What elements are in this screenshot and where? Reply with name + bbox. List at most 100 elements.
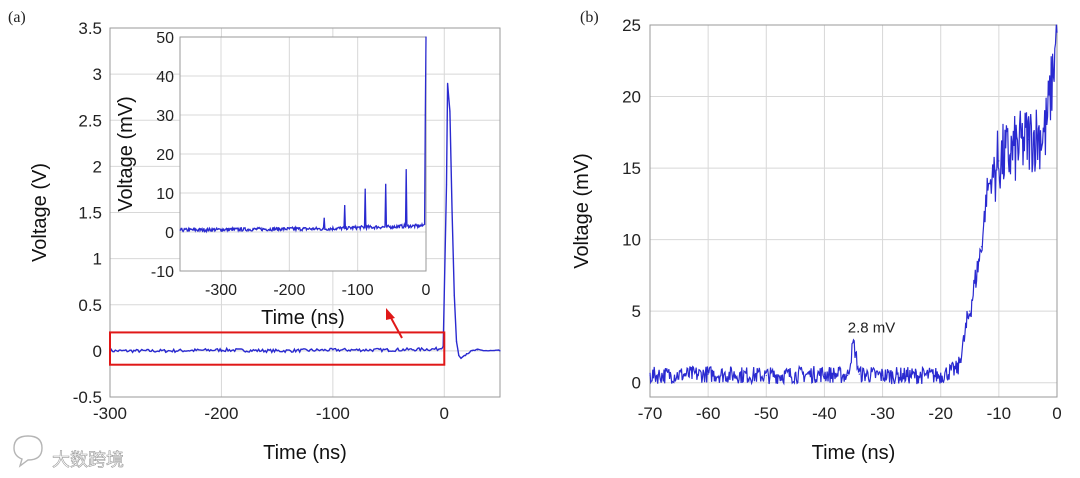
data-point	[343, 227, 345, 229]
y-tick-label: 30	[156, 108, 174, 125]
data-point	[288, 228, 290, 230]
data-point	[998, 160, 1000, 162]
data-point	[957, 367, 959, 369]
y-tick-label: 2.5	[78, 111, 102, 130]
data-point	[438, 348, 440, 350]
data-point	[449, 110, 451, 112]
y-tick-label: 2	[93, 157, 102, 176]
data-point	[344, 227, 346, 229]
x-tick-label: -100	[316, 404, 350, 423]
x-tick-label: -200	[204, 404, 238, 423]
y-tick-label: 0	[632, 374, 641, 393]
data-point	[969, 310, 971, 312]
data-point	[363, 226, 366, 228]
data-point	[332, 349, 334, 351]
data-point	[322, 228, 325, 230]
x-tick-label: -60	[696, 404, 721, 423]
x-tick-label: -100	[342, 282, 374, 299]
data-point	[365, 226, 367, 228]
data-point	[344, 206, 346, 208]
data-point	[323, 217, 325, 219]
data-point	[385, 184, 387, 186]
data-point	[384, 226, 386, 228]
data-point	[488, 350, 490, 352]
data-point	[406, 225, 408, 227]
plot-b: -70 -60 -50 -40 -30 -20 -10 0 0 5 10 15 20 25 Time (ns…	[571, 9, 1062, 464]
y-tick-label: -0.5	[73, 388, 102, 407]
data-point	[165, 350, 167, 352]
plot-frame	[109, 27, 501, 398]
chat-bubble-icon	[13, 435, 43, 468]
panel-label-b: (b)	[580, 9, 599, 26]
panel-label-a: (a)	[8, 9, 26, 26]
x-tick-label: 0	[1052, 404, 1061, 423]
y-axis-label: Voltage (mV)	[115, 96, 137, 212]
data-point	[424, 114, 426, 116]
x-tick-label: -300	[205, 282, 237, 299]
y-tick-label: 3.5	[78, 19, 102, 38]
data-point	[881, 374, 884, 377]
y-tick-label: 1.5	[78, 204, 102, 223]
x-tick-label: -300	[93, 404, 127, 423]
data-point	[465, 353, 468, 355]
x-axis-label: Time (ns)	[261, 307, 345, 329]
data-point	[179, 229, 181, 231]
data-point	[858, 373, 860, 375]
y-tick-label: 0	[165, 225, 174, 242]
data-point	[453, 294, 455, 297]
data-point	[447, 82, 449, 84]
data-point	[852, 342, 855, 344]
arrow-head	[386, 308, 395, 320]
data-point	[649, 374, 651, 377]
data-point	[424, 223, 426, 225]
x-tick-label: -30	[870, 404, 895, 423]
data-point	[986, 188, 988, 191]
data-point	[1044, 131, 1046, 133]
x-tick-label: 0	[440, 404, 449, 423]
data-point	[460, 357, 462, 359]
data-point	[220, 349, 223, 351]
data-point	[451, 211, 453, 214]
data-point	[404, 225, 407, 227]
y-tick-label: -10	[151, 264, 174, 281]
data-point	[499, 350, 501, 352]
data-point	[276, 350, 278, 352]
data-point	[1009, 153, 1012, 155]
y-tick-label: 25	[622, 16, 641, 35]
y-tick-label: 0.5	[78, 296, 102, 315]
data-point	[445, 184, 448, 186]
data-point	[387, 349, 390, 351]
series-line	[109, 83, 501, 360]
data-point	[823, 373, 826, 375]
data-point	[1050, 88, 1052, 90]
data-point	[847, 374, 849, 377]
y-tick-label: 10	[622, 231, 641, 250]
plot-frame	[179, 36, 427, 272]
annotation-label: 2.8 mV	[848, 320, 896, 337]
data-point	[425, 36, 427, 38]
data-point	[477, 349, 479, 351]
data-point	[765, 374, 767, 377]
watermark-text: 大数跨境	[52, 450, 124, 471]
x-tick-label: -10	[987, 404, 1012, 423]
data-point	[1027, 138, 1029, 141]
data-point	[980, 246, 983, 248]
data-point	[940, 374, 942, 377]
data-point	[220, 229, 222, 231]
series-line	[649, 24, 1058, 386]
x-tick-label: -70	[638, 404, 663, 423]
y-tick-label: 0	[93, 342, 102, 361]
x-tick-label: -50	[754, 404, 779, 423]
data-point	[421, 225, 424, 227]
y-tick-label: 20	[156, 147, 174, 164]
data-point	[364, 188, 366, 190]
x-axis-label: Time (ns)	[263, 442, 347, 464]
plot-frame	[649, 24, 1058, 398]
data-point	[1056, 31, 1058, 33]
y-tick-label: 10	[156, 186, 174, 203]
data-point	[707, 373, 709, 375]
data-point	[471, 350, 473, 352]
y-tick-label: 40	[156, 69, 174, 86]
